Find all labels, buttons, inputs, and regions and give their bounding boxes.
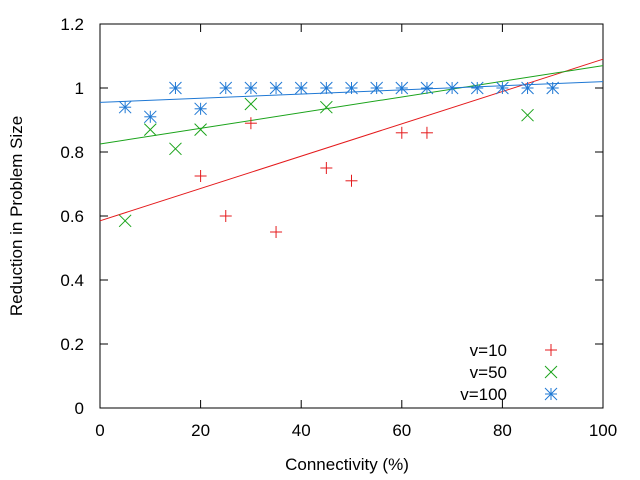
y-tick-label: 0.2 bbox=[60, 335, 84, 354]
legend-marker-v-100 bbox=[544, 387, 558, 401]
data-point-v-100 bbox=[445, 81, 459, 95]
data-point-v-100 bbox=[169, 81, 182, 95]
y-axis-label: Reduction in Problem Size bbox=[7, 116, 26, 316]
x-tick-label: 0 bbox=[95, 421, 104, 440]
data-point-v-100 bbox=[345, 81, 358, 95]
data-point-v-100 bbox=[269, 81, 283, 95]
legend-label: v=50 bbox=[470, 363, 507, 382]
data-point-v-10 bbox=[194, 170, 207, 182]
data-point-v-50 bbox=[194, 123, 207, 136]
data-point-v-100 bbox=[319, 81, 333, 95]
data-point-v-100 bbox=[194, 102, 207, 116]
x-tick-label: 60 bbox=[392, 421, 411, 440]
data-point-v-100 bbox=[546, 81, 560, 95]
data-point-v-100 bbox=[420, 81, 434, 95]
y-tick-label: 1.2 bbox=[60, 15, 84, 34]
data-point-v-50 bbox=[118, 214, 132, 228]
y-tick-label: 1 bbox=[75, 79, 84, 98]
data-point-v-50 bbox=[319, 100, 333, 114]
data-point-v-50 bbox=[169, 142, 182, 156]
legend: v=10 v=50 v=100 bbox=[460, 341, 558, 404]
x-tick-label: 100 bbox=[589, 421, 617, 440]
y-tick-label: 0.8 bbox=[60, 143, 84, 162]
data-point-v-50 bbox=[521, 108, 534, 122]
data-point-v-10 bbox=[244, 117, 257, 130]
legend-label: v=100 bbox=[460, 385, 507, 404]
legend-marker-v-10 bbox=[545, 344, 557, 356]
x-axis-label: Connectivity (%) bbox=[285, 455, 409, 474]
x-tick-label: 40 bbox=[292, 421, 311, 440]
data-point-v-100 bbox=[294, 81, 308, 95]
data-point-v-100 bbox=[143, 110, 157, 124]
y-tick-label: 0.6 bbox=[60, 207, 84, 226]
y-tick-label: 0 bbox=[75, 399, 84, 418]
data-point-v-10 bbox=[420, 126, 433, 139]
data-points bbox=[118, 81, 560, 238]
data-point-v-50 bbox=[244, 97, 258, 111]
x-tick-label: 80 bbox=[493, 421, 512, 440]
data-point-v-10 bbox=[219, 210, 232, 222]
data-point-v-50 bbox=[143, 123, 157, 136]
fit-line-v-10 bbox=[99, 58, 604, 222]
data-point-v-100 bbox=[470, 81, 484, 95]
data-point-v-10 bbox=[395, 126, 408, 139]
data-point-v-100 bbox=[244, 81, 258, 95]
data-point-v-100 bbox=[496, 81, 509, 95]
data-point-v-10 bbox=[270, 226, 283, 238]
legend-label: v=10 bbox=[470, 341, 507, 360]
y-tick-label: 0.4 bbox=[60, 271, 84, 290]
plot-frame bbox=[99, 23, 604, 409]
axis-ticks: 0 20 40 60 80 100 0 0.2 0.4 0.6 0.8 1 1.2 bbox=[60, 15, 617, 440]
fit-line-v-50 bbox=[99, 65, 604, 145]
data-point-v-100 bbox=[395, 81, 409, 95]
legend-marker-v-50 bbox=[544, 365, 558, 379]
data-point-v-100 bbox=[370, 81, 384, 95]
data-point-v-100 bbox=[219, 81, 233, 95]
x-tick-label: 20 bbox=[191, 421, 210, 440]
data-point-v-10 bbox=[320, 162, 333, 174]
data-point-v-100 bbox=[118, 100, 132, 114]
data-point-v-100 bbox=[521, 81, 534, 95]
data-point-v-10 bbox=[345, 174, 358, 187]
